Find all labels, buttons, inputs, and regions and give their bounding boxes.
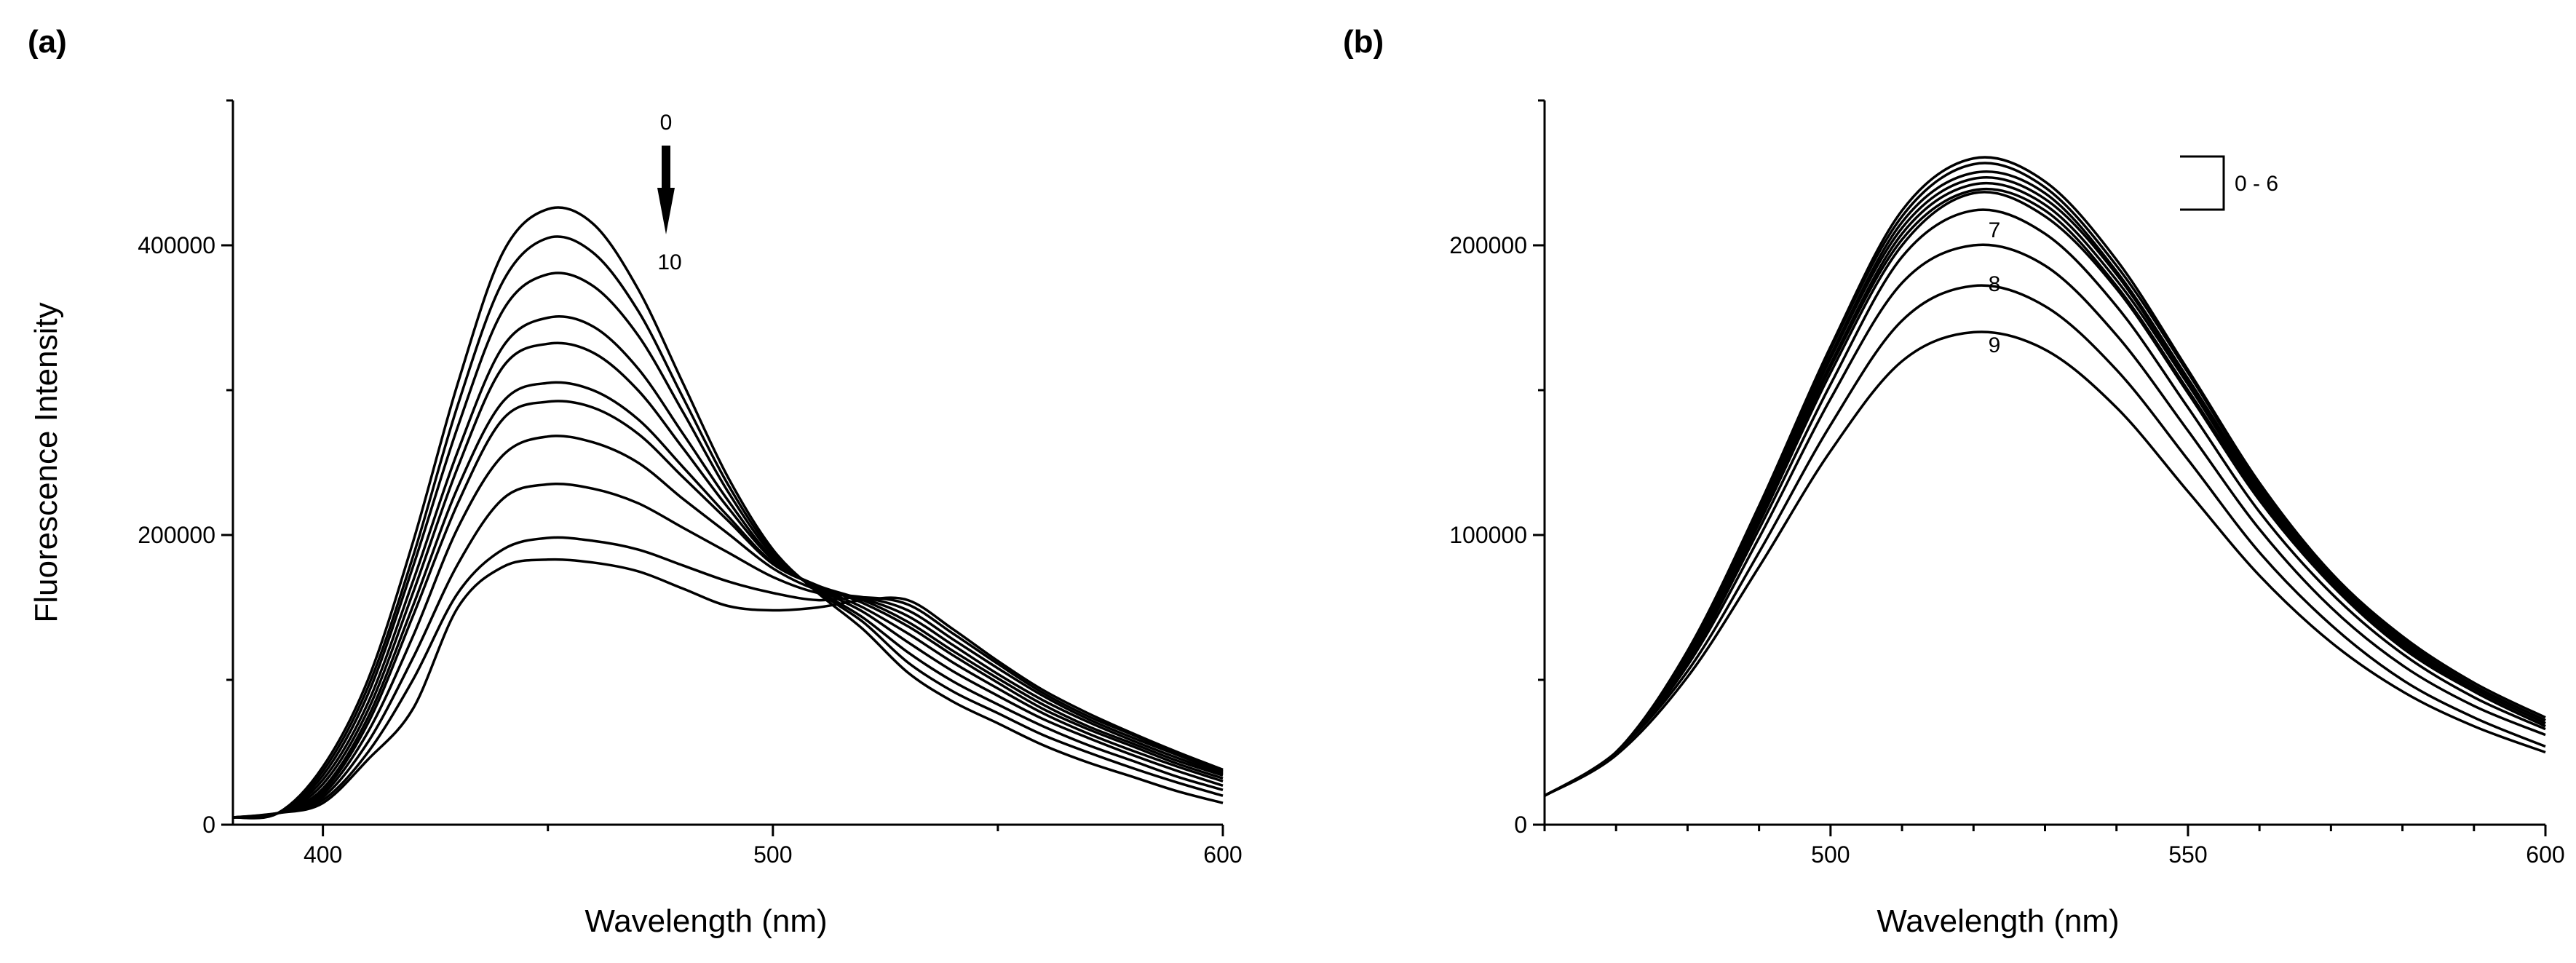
bracket (2180, 155, 2225, 211)
series-line-5 (1544, 187, 2546, 797)
series-line-1 (1544, 162, 2546, 797)
arrow-shaft (662, 146, 670, 189)
x-tick-label: 550 (2168, 841, 2207, 868)
panel-b-ticks: 500 550 600 0 100000 200000 (1449, 99, 2565, 868)
y-tick-label: 200000 (1449, 232, 1527, 258)
series-line-6 (1544, 191, 2546, 797)
series-line-4 (1544, 181, 2546, 797)
y-tick-label: 100000 (1449, 522, 1527, 548)
series-line-2 (232, 272, 1224, 820)
arrow-start-label: 0 (660, 111, 673, 135)
panel-b-curves (1544, 156, 2546, 797)
curve-label-9: 9 (1989, 333, 2001, 357)
series-line-0 (232, 206, 1224, 820)
series-line-2 (1544, 170, 2546, 797)
arrow-down-icon (657, 188, 675, 234)
panel-a-y-axis-title: Fluorescence Intensity (28, 302, 64, 622)
panel-b-annotations: 0 - 6 7 8 9 (1989, 155, 2278, 357)
series-line-9 (1544, 284, 2546, 797)
series-line-4 (232, 341, 1224, 819)
curve-label-7: 7 (1989, 218, 2001, 242)
y-tick-label: 0 (1514, 812, 1527, 838)
x-tick-label: 600 (2526, 841, 2564, 868)
panel-a-x-axis-title: Wavelength (nm) (584, 903, 827, 939)
series-line-7 (1544, 208, 2546, 797)
x-tick-label: 500 (753, 841, 792, 868)
series-line-3 (1544, 175, 2546, 797)
series-line-10 (1544, 330, 2546, 797)
x-tick-label: 500 (1811, 841, 1850, 868)
panel-a-label: (a) (28, 24, 67, 60)
panel-a-axes (231, 100, 1223, 826)
series-line-8 (232, 482, 1224, 819)
series-line-3 (232, 315, 1224, 819)
x-tick-label: 400 (304, 841, 342, 868)
series-line-8 (1544, 243, 2546, 797)
panel-b: (b) Wavelength (nm) 500 550 600 0 100000 2000… (1343, 24, 2565, 939)
series-line-6 (232, 400, 1224, 819)
y-tick-label: 200000 (138, 522, 215, 548)
series-line-7 (232, 435, 1224, 819)
y-tick-label: 400000 (138, 232, 215, 258)
curve-label-8: 8 (1989, 272, 2001, 296)
panel-a-curves (232, 206, 1224, 820)
series-line-9 (232, 536, 1224, 819)
y-tick-label: 0 (202, 812, 215, 838)
series-line-1 (232, 235, 1224, 820)
arrow-end-label: 10 (657, 250, 681, 274)
series-line-0 (1544, 156, 2546, 797)
x-tick-label: 600 (1203, 841, 1242, 868)
series-line-5 (232, 381, 1224, 819)
series-line-10 (232, 558, 1224, 819)
panel-a: (a) Fluorescence Intensity Wavelength (n… (28, 24, 1243, 939)
panel-a-annotations: 0 10 (657, 111, 682, 274)
bracket-label: 0 - 6 (2235, 172, 2278, 196)
panel-a-ticks: 400 500 600 0 200000 400000 (138, 99, 1243, 868)
panel-b-x-axis-title: Wavelength (nm) (1876, 903, 2119, 939)
panel-b-label: (b) (1343, 24, 1384, 60)
